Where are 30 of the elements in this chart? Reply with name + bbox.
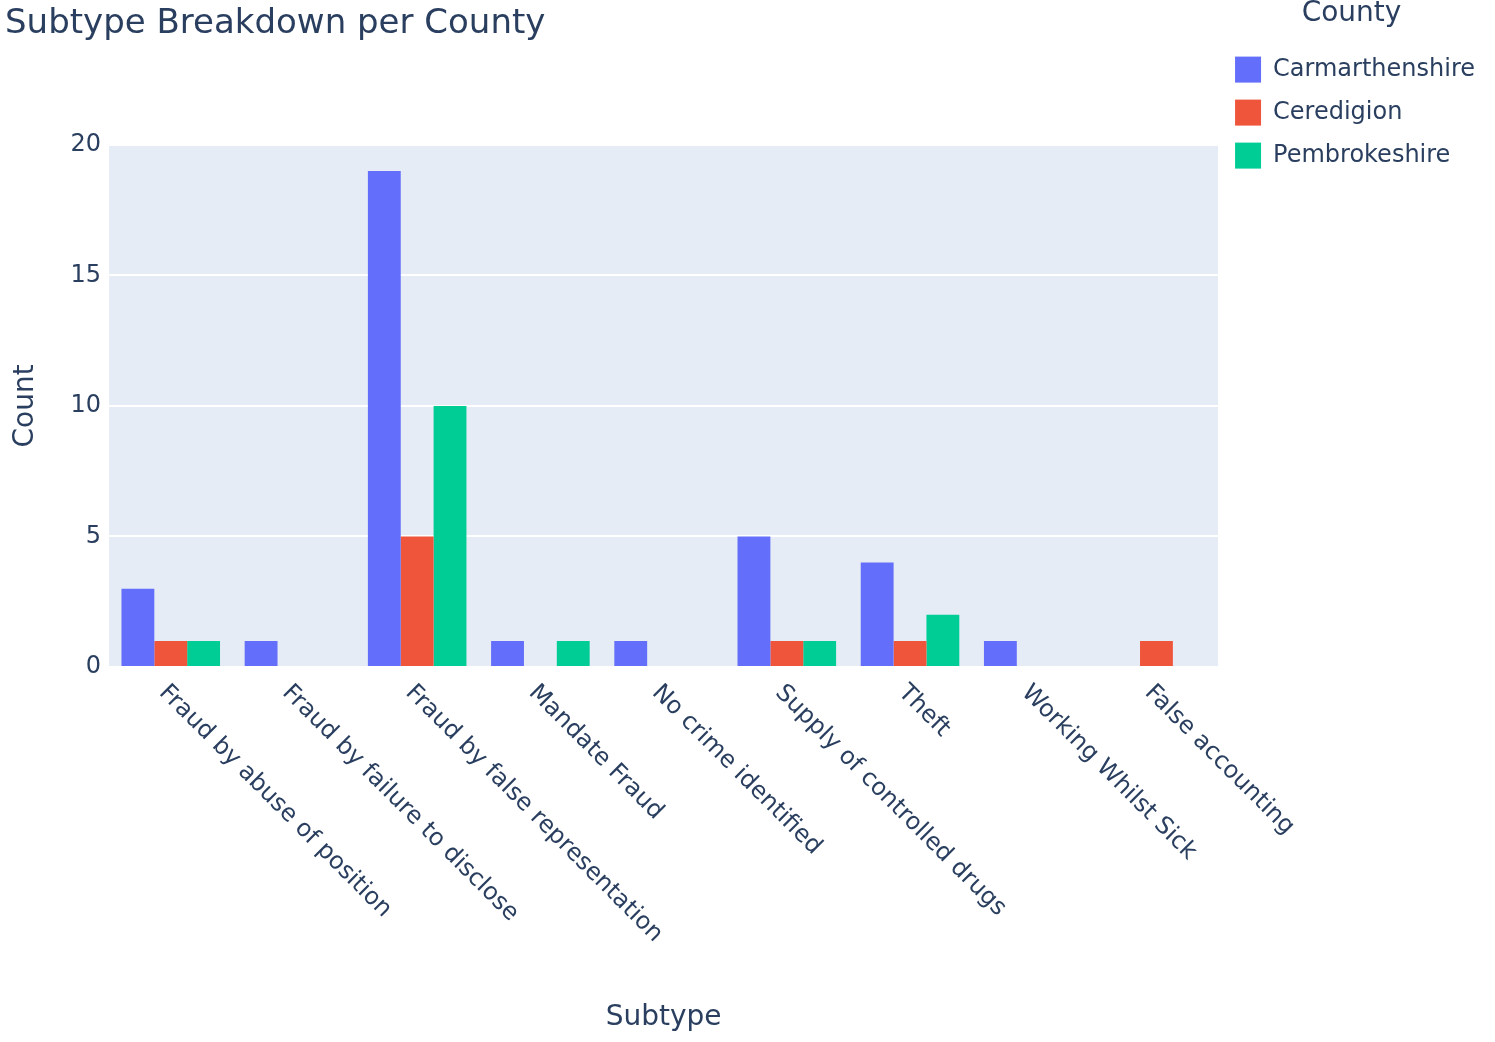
bar: [803, 640, 837, 666]
bar: [491, 640, 524, 666]
bar: [983, 640, 1017, 666]
bar: [860, 562, 894, 666]
x-axis-title: Subtype: [605, 999, 722, 1033]
bar: [433, 405, 467, 666]
bar: [614, 640, 648, 666]
bar: [121, 588, 155, 666]
y-axis-title: Count: [7, 364, 41, 448]
y-tick-label: 0: [85, 651, 102, 680]
bar: [556, 640, 590, 666]
bar: [737, 536, 771, 666]
bar: [244, 640, 278, 666]
chart-title: Subtype Breakdown per County: [5, 1, 546, 42]
bar: [1140, 640, 1173, 666]
y-tick-label: 20: [70, 129, 102, 158]
legend-label: Ceredigion: [1273, 96, 1403, 125]
legend-title: County: [1301, 0, 1402, 29]
bar: [400, 536, 434, 666]
y-tick-label: 10: [70, 390, 102, 419]
bar: [893, 640, 927, 666]
y-tick-label: 5: [85, 520, 102, 549]
bar: [367, 170, 401, 666]
y-tick-label: 15: [70, 259, 102, 288]
legend-label: Carmarthenshire: [1273, 53, 1475, 82]
bar: [187, 640, 221, 666]
bar: [154, 640, 188, 666]
bar: [770, 640, 804, 666]
bar: [926, 614, 960, 666]
legend-label: Pembrokeshire: [1273, 139, 1451, 168]
